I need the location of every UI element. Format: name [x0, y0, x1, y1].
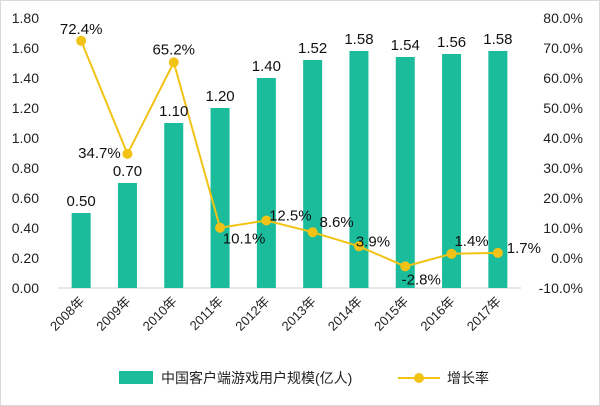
y-right-tick-label: 70.0%: [543, 40, 583, 56]
y-right-tick-label: 30.0%: [543, 160, 583, 176]
growth-point: [261, 215, 272, 226]
x-tick-label: 2008年: [47, 294, 87, 334]
bar-value-label: 1.40: [252, 58, 281, 75]
bar: [488, 51, 508, 288]
growth-point: [307, 227, 318, 238]
growth-point: [76, 35, 87, 46]
x-tick-label: 2011年: [187, 294, 227, 334]
bar: [71, 213, 91, 288]
y-right-tick-label: 20.0%: [543, 190, 583, 206]
bar-value-label: 0.50: [67, 193, 96, 210]
bar: [303, 60, 323, 288]
growth-point: [353, 241, 364, 252]
y-left-tick-label: 1.60: [12, 40, 39, 56]
y-right-tick-label: 50.0%: [543, 100, 583, 116]
y-right-tick-label: 60.0%: [543, 70, 583, 86]
bar: [442, 54, 462, 288]
y-left-tick-label: 0.60: [12, 190, 39, 206]
growth-line: [80, 40, 498, 268]
y-right-tick-label: 0.0%: [551, 250, 583, 266]
bar: [349, 51, 369, 288]
growth-point: [400, 261, 411, 272]
y-right-tick-label: -10.0%: [539, 280, 583, 296]
growth-value-label: 72.4%: [60, 21, 103, 38]
growth-point: [446, 248, 457, 259]
y-right-tick-label: 80.0%: [543, 10, 583, 26]
x-tick-label: 2017年: [464, 294, 504, 334]
bar-value-label: 1.20: [205, 88, 234, 105]
y-right-tick-label: 40.0%: [543, 130, 583, 146]
growth-value-label: 1.7%: [507, 240, 541, 257]
bar: [395, 57, 415, 288]
bar: [117, 183, 137, 288]
y-left-tick-label: 1.20: [12, 100, 39, 116]
y-left-tick-label: 1.00: [12, 130, 39, 146]
growth-value-label: 10.1%: [223, 231, 266, 248]
legend-bar-label: 中国客户端游戏用户规模(亿人): [161, 370, 352, 386]
y-left-tick-label: 0.80: [12, 160, 39, 176]
growth-value-label: 34.7%: [78, 145, 121, 162]
growth-point: [168, 57, 179, 68]
bar-value-label: 0.70: [113, 163, 142, 180]
growth-value-label: 1.4%: [454, 233, 488, 250]
bar-value-label: 1.10: [159, 103, 188, 120]
legend: 中国客户端游戏用户规模(亿人) 增长率: [119, 370, 489, 386]
bar: [256, 78, 276, 288]
bar: [210, 108, 230, 288]
legend-line-marker: [414, 373, 424, 383]
x-tick-label: 2009年: [93, 294, 133, 334]
bar-value-label: 1.52: [298, 40, 327, 57]
data-labels: 0.50 0.70 1.10 1.20 1.40 1.52 1.58 1.54 1.56 1.58…: [60, 21, 541, 289]
x-tick-label: 2013年: [279, 294, 319, 334]
growth-value-label: -2.8%: [402, 271, 441, 288]
growth-value-label: 8.6%: [320, 214, 354, 231]
legend-line-label: 增长率: [447, 370, 489, 386]
bar-value-label: 1.54: [391, 37, 420, 54]
growth-value-label: 12.5%: [269, 208, 312, 225]
growth-value-label: 3.9%: [356, 233, 390, 250]
bar: [164, 123, 184, 288]
growth-value-label: 65.2%: [152, 41, 195, 58]
bar-value-label: 1.56: [437, 34, 466, 51]
y-left-tick-label: 0.20: [12, 250, 39, 266]
growth-point: [492, 247, 503, 258]
growth-line-series: [76, 35, 503, 272]
x-tick-label: 2010年: [140, 294, 180, 334]
growth-point: [122, 148, 133, 159]
legend-bar-swatch: [119, 371, 153, 384]
x-tick-label: 2015年: [371, 294, 411, 334]
y-left-tick-label: 1.80: [12, 10, 39, 26]
y-right-tick-label: 10.0%: [543, 220, 583, 236]
bar-value-label: 1.58: [483, 31, 512, 48]
growth-point: [215, 222, 226, 233]
y-left-tick-label: 0.40: [12, 220, 39, 236]
x-tick-label: 2016年: [417, 294, 457, 334]
y-left-tick-label: 1.40: [12, 70, 39, 86]
y-left-tick-label: 0.00: [12, 280, 39, 296]
bar-series: [71, 51, 508, 288]
x-tick-label: 2012年: [232, 294, 272, 334]
bar-value-label: 1.58: [344, 31, 373, 48]
x-tick-label: 2014年: [325, 294, 365, 334]
